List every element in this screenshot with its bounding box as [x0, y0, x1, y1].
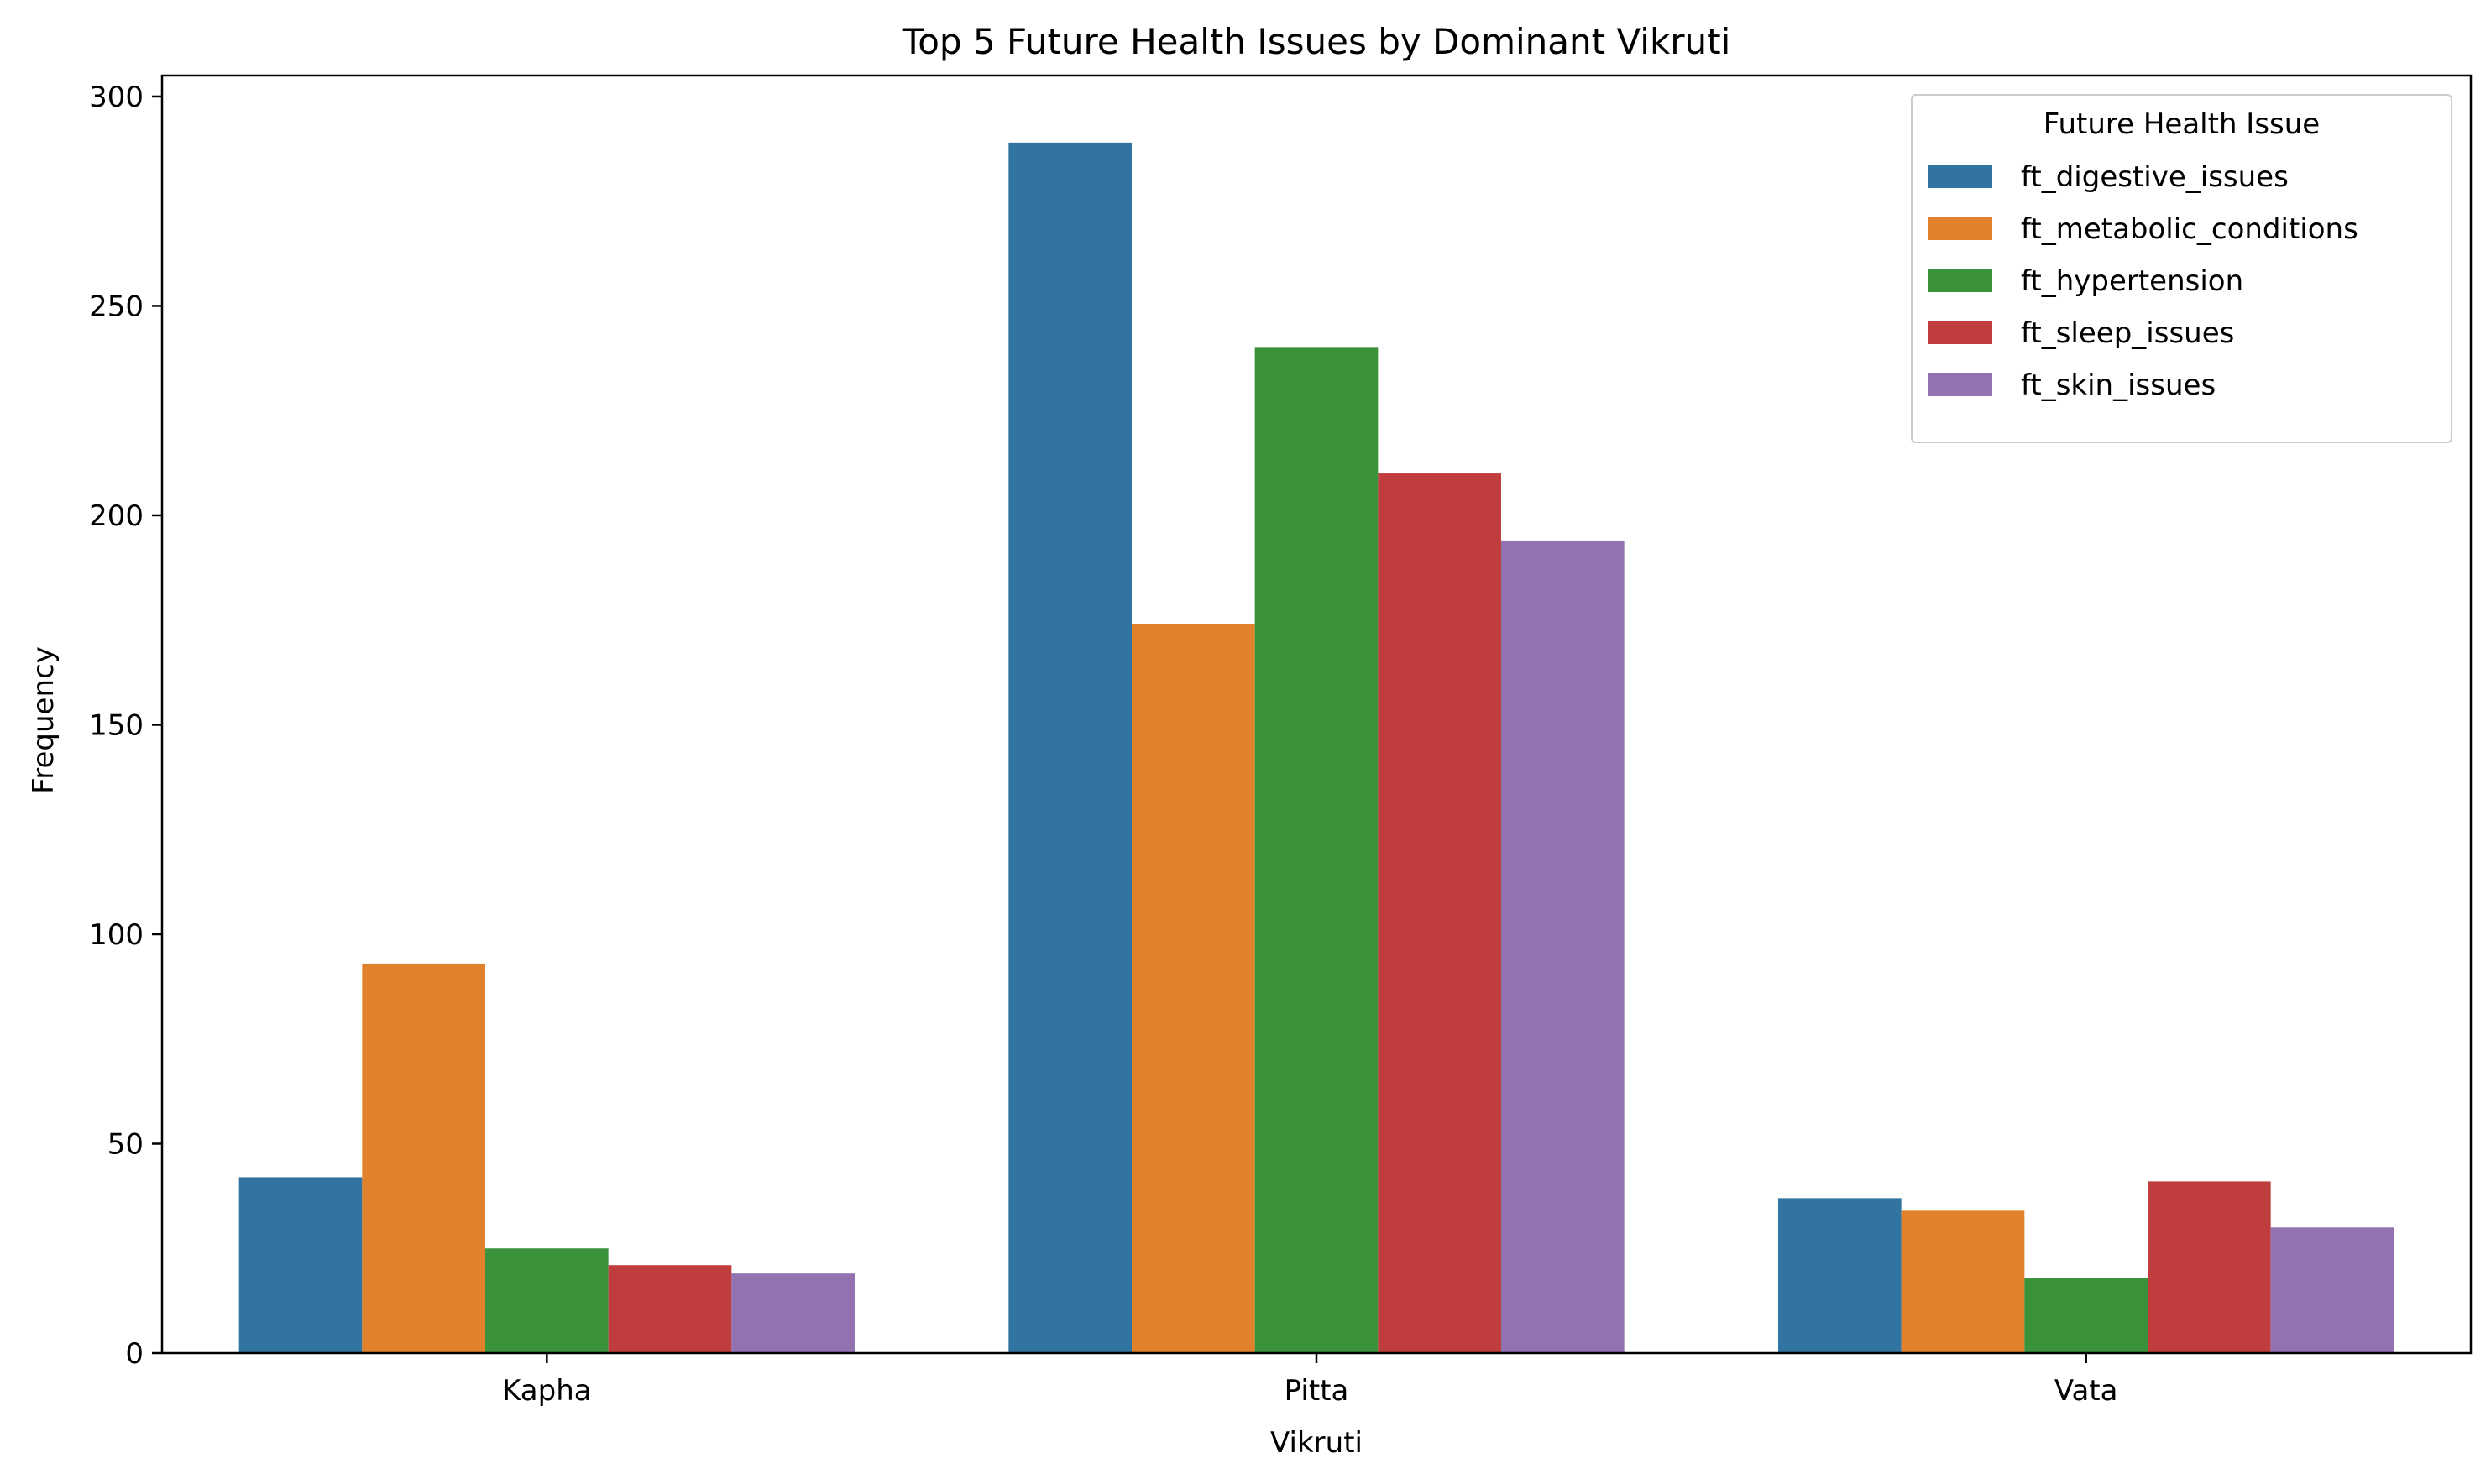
plot-frame — [160, 74, 2473, 1355]
x-tick-label-vata: Vata — [2054, 1374, 2118, 1408]
legend-swatch-ft-sleep-issues — [1928, 321, 1992, 344]
x-tick-label-pitta: Pitta — [1285, 1374, 1349, 1408]
y-axis-ticks: 0 50 100 150 200 250 300 — [89, 81, 162, 1371]
legend-label-ft-digestive-issues: ft_digestive_issues — [2021, 160, 2289, 194]
legend-label-ft-hypertension: ft_hypertension — [2021, 264, 2243, 298]
legend-items: ft_digestive_issues ft_metabolic_conditio… — [1928, 160, 2358, 402]
bar-pitta-ft-digestive-issues — [1008, 142, 1132, 1353]
legend-box — [1911, 94, 2452, 443]
y-tick-label: 0 — [125, 1337, 144, 1371]
bar-pitta-ft-hypertension — [1254, 347, 1379, 1354]
chart-title: Top 5 Future Health Issues by Dominant V… — [902, 21, 1731, 62]
bar-vata-ft-skin-issues — [2270, 1227, 2394, 1353]
bar-vata-ft-sleep-issues — [2148, 1181, 2271, 1353]
bar-vata-ft-metabolic-conditions — [1901, 1210, 2025, 1353]
bars-group — [238, 142, 2394, 1354]
bar-pitta-ft-sleep-issues — [1378, 473, 1501, 1353]
bar-pitta-ft-metabolic-conditions — [1132, 624, 1255, 1353]
x-tick-label-kapha: Kapha — [502, 1374, 592, 1408]
legend-label-ft-skin-issues: ft_skin_issues — [2021, 368, 2216, 402]
bar-vata-ft-hypertension — [2024, 1278, 2148, 1353]
y-tick-label: 200 — [89, 499, 144, 533]
y-tick-label: 150 — [89, 708, 144, 742]
x-axis-title: Vikruti — [1270, 1426, 1363, 1460]
legend-label-ft-sleep-issues: ft_sleep_issues — [2021, 316, 2234, 350]
bar-kapha-ft-skin-issues — [731, 1273, 855, 1353]
bar-kapha-ft-sleep-issues — [608, 1265, 732, 1353]
y-tick-label: 50 — [107, 1127, 144, 1161]
x-axis-ticks: Kapha Pitta Vata — [502, 1353, 2117, 1408]
bar-kapha-ft-metabolic-conditions — [362, 963, 485, 1353]
y-tick-label: 300 — [89, 81, 144, 114]
y-tick-label: 100 — [89, 918, 144, 952]
bar-kapha-ft-digestive-issues — [238, 1177, 363, 1353]
bar-vata-ft-digestive-issues — [1778, 1198, 1902, 1353]
legend-label-ft-metabolic-conditions: ft_metabolic_conditions — [2021, 212, 2358, 246]
legend-swatch-ft-hypertension — [1928, 269, 1992, 292]
legend-swatch-ft-metabolic-conditions — [1928, 217, 1992, 240]
legend: Future Health Issue ft_digestive_issuesf… — [1911, 94, 2452, 443]
y-tick-label: 250 — [89, 290, 144, 323]
legend-title: Future Health Issue — [2044, 107, 2320, 141]
bar-kapha-ft-hypertension — [485, 1248, 609, 1353]
legend-swatch-ft-digestive-issues — [1928, 165, 1992, 188]
legend-swatch-ft-skin-issues — [1928, 373, 1992, 396]
bar-pitta-ft-skin-issues — [1501, 540, 1625, 1353]
y-axis-title: Frequency — [27, 646, 60, 794]
